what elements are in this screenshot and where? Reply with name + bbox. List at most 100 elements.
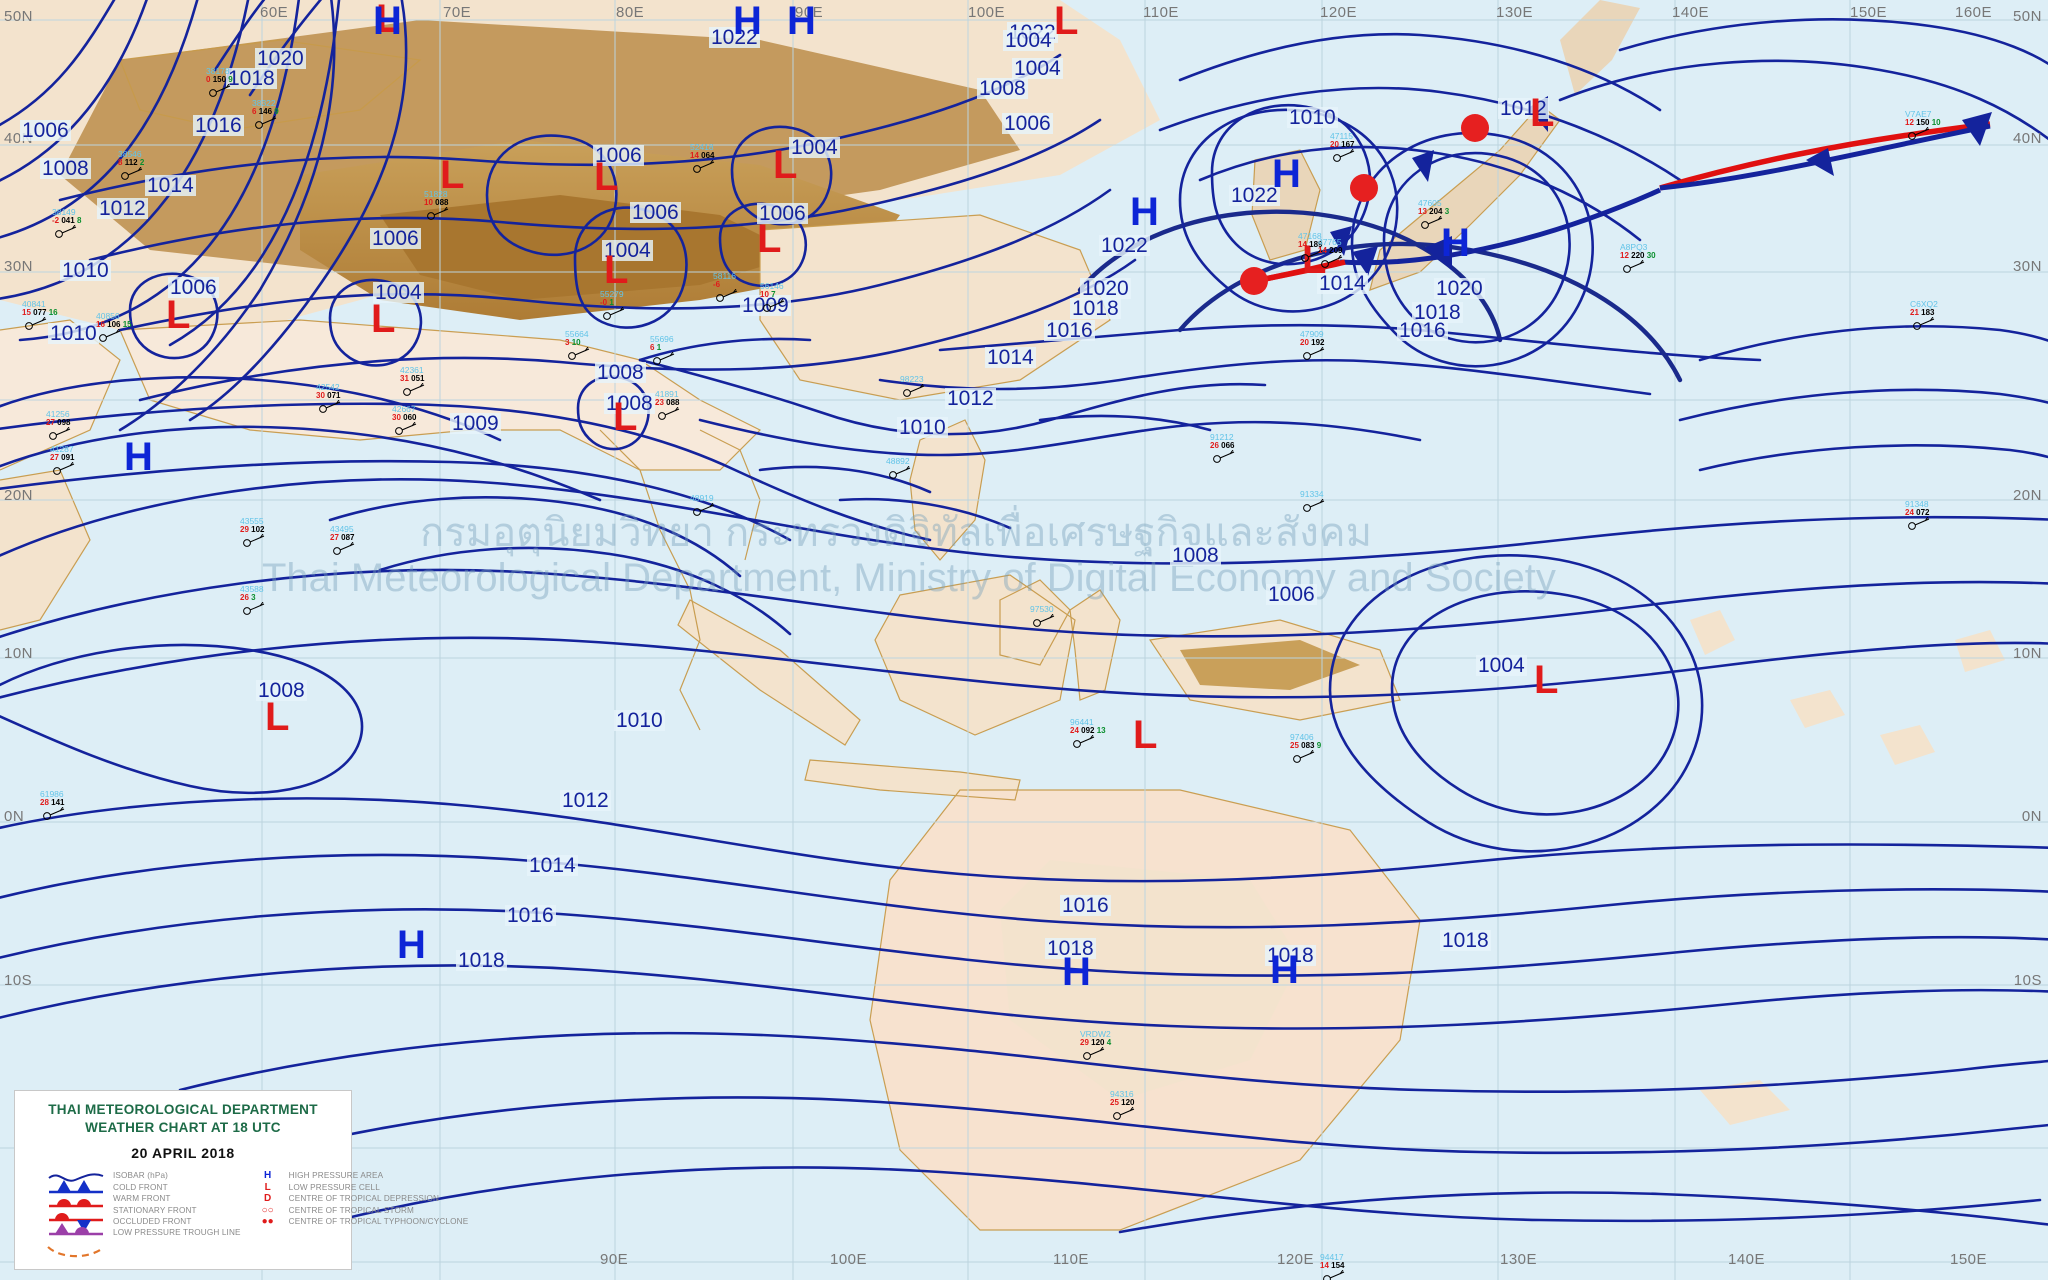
high-pressure-symbol: H bbox=[1270, 948, 1299, 992]
station-plot: 40841 15 077 16 bbox=[22, 300, 58, 335]
lat-label-right: 0N bbox=[2021, 808, 2042, 825]
station-plot: 56146 10 7 bbox=[760, 282, 786, 317]
occlusion-dot bbox=[1350, 174, 1378, 202]
isobar-label: 1004 bbox=[602, 239, 653, 262]
station-id: 40856 bbox=[96, 311, 120, 321]
station-plot: 48919 bbox=[690, 494, 716, 521]
station-id: 38149 bbox=[52, 207, 76, 217]
lon-label-bottom: 110E bbox=[1053, 1251, 1089, 1268]
high-pressure-symbol: H bbox=[1441, 221, 1470, 265]
front-system bbox=[1240, 96, 1992, 295]
station-values: 25 120 bbox=[1110, 1098, 1136, 1107]
high-pressure-symbol: H bbox=[397, 923, 426, 967]
station-id: 52418 bbox=[690, 142, 714, 152]
station-id: 47115 bbox=[1330, 131, 1354, 141]
low-pressure-symbol: L bbox=[594, 155, 619, 199]
wind-barb-icon bbox=[99, 328, 121, 342]
station-temperature: 30 bbox=[316, 390, 325, 400]
cold-front-line-sw bbox=[1339, 187, 1662, 266]
station-id: 43555 bbox=[240, 516, 264, 526]
isobar-label: 1018 bbox=[1265, 944, 1316, 967]
wind-barb-icon bbox=[1908, 516, 1930, 530]
isobar-label: 1004 bbox=[1012, 57, 1063, 80]
station-plot: 43588 26 3 bbox=[240, 585, 266, 620]
station-pressure: 066 bbox=[1221, 440, 1235, 450]
wind-barb-icon bbox=[716, 288, 738, 302]
station-id: 47168 bbox=[1298, 231, 1322, 241]
station-values: 30 071 bbox=[316, 390, 342, 400]
lon-label-top: 60E bbox=[260, 4, 289, 21]
isobar-label: 1006 bbox=[1002, 112, 1053, 135]
station-dewpoint: 30 bbox=[1646, 250, 1656, 260]
station-pressure: 088 bbox=[666, 397, 680, 407]
station-dewpoint: 9 bbox=[274, 106, 279, 116]
legend-item-cold-front-symbol: COLD FRONT bbox=[113, 1182, 168, 1192]
high-pressure-symbol: H bbox=[733, 0, 762, 43]
station-pressure: 112 bbox=[124, 157, 138, 167]
lon-label-top: 140E bbox=[1672, 4, 1710, 21]
isobar-label: 1010 bbox=[48, 322, 99, 345]
legend-label-high-pressure-area: HIGH PRESSURE AREA bbox=[288, 1171, 384, 1181]
station-plot: 58116 -6 bbox=[713, 272, 739, 307]
low-pressure-symbol: L bbox=[757, 217, 782, 261]
legend-symbol-D: D bbox=[264, 1193, 272, 1205]
station-values: 20 167 bbox=[1330, 140, 1356, 149]
wind-barb-icon bbox=[55, 224, 77, 238]
station-values: 3 10 bbox=[565, 338, 591, 347]
wind-barb-icon bbox=[653, 351, 675, 365]
station-pressure: 092 bbox=[1081, 725, 1095, 735]
station-values: 14 154 bbox=[1320, 1261, 1346, 1270]
station-pressure: 150 bbox=[212, 74, 227, 84]
station-plot: 38546 8 112 2 bbox=[118, 150, 144, 185]
station-plot: 94417 14 154 bbox=[1320, 1253, 1346, 1280]
station-plot: 42361 31 051 bbox=[400, 366, 426, 401]
station-temperature: 8 bbox=[118, 157, 123, 167]
wind-barb-icon bbox=[1293, 749, 1315, 763]
legend-item-isobar-symbol: ISOBAR (hPa) bbox=[113, 1171, 169, 1181]
station-id: 42542 bbox=[316, 382, 340, 392]
station-values: 10 7 bbox=[760, 290, 786, 299]
station-plot: 38149 -2 041 8 bbox=[52, 208, 81, 243]
legend-date: 20 APRIL 2018 bbox=[131, 1145, 235, 1162]
station-id: 56146 bbox=[760, 281, 784, 291]
station-plot: 47168 14 189 bbox=[1298, 232, 1324, 267]
station-plot: 40856 16 106 15 bbox=[96, 312, 132, 347]
low-pressure-symbol: L bbox=[166, 293, 191, 337]
station-values: -6 bbox=[713, 280, 739, 289]
station-values: 10 088 bbox=[424, 198, 450, 207]
station-id: 94417 bbox=[1320, 1252, 1344, 1262]
isobar-label: 1022 bbox=[709, 26, 760, 49]
station-temperature: 24 bbox=[1905, 507, 1914, 517]
station-plot: 98223 bbox=[900, 375, 926, 402]
high-pressure-symbol: H bbox=[1130, 190, 1159, 234]
station-values: 20 192 bbox=[1300, 338, 1326, 347]
station-id: 43495 bbox=[330, 524, 354, 534]
trough-line-symbol bbox=[47, 1246, 104, 1258]
occlusion-dot bbox=[1461, 114, 1489, 142]
station-values: 0 150 9 bbox=[206, 74, 233, 84]
lon-label-bottom: 140E bbox=[1728, 1251, 1766, 1268]
lon-label-bottom: 120E bbox=[1277, 1251, 1315, 1268]
station-values: 27 098 bbox=[46, 418, 72, 427]
station-values: 28 141 bbox=[40, 797, 66, 807]
station-plot: 47909 20 192 bbox=[1300, 330, 1326, 365]
wind-barb-icon bbox=[903, 383, 925, 397]
isobar-label: 1020 bbox=[255, 47, 306, 70]
station-dewpoint: 16 bbox=[48, 307, 58, 317]
station-pressure: 041 bbox=[61, 215, 75, 225]
lat-label-right: 10S bbox=[2013, 972, 2042, 989]
wind-barb-icon bbox=[1623, 259, 1645, 273]
station-pressure: 087 bbox=[341, 532, 355, 542]
wind-barb-icon bbox=[333, 541, 355, 555]
wind-barb-icon bbox=[1421, 215, 1443, 229]
wind-barb-icon bbox=[243, 533, 265, 547]
station-id: 91348 bbox=[1905, 499, 1929, 509]
isobar-label: 1016 bbox=[505, 904, 556, 927]
wind-barb-icon bbox=[1303, 498, 1325, 512]
station-id: 47765 bbox=[1318, 237, 1342, 247]
station-temperature: 28 bbox=[40, 797, 49, 807]
station-plot: 91334 bbox=[1300, 490, 1326, 517]
